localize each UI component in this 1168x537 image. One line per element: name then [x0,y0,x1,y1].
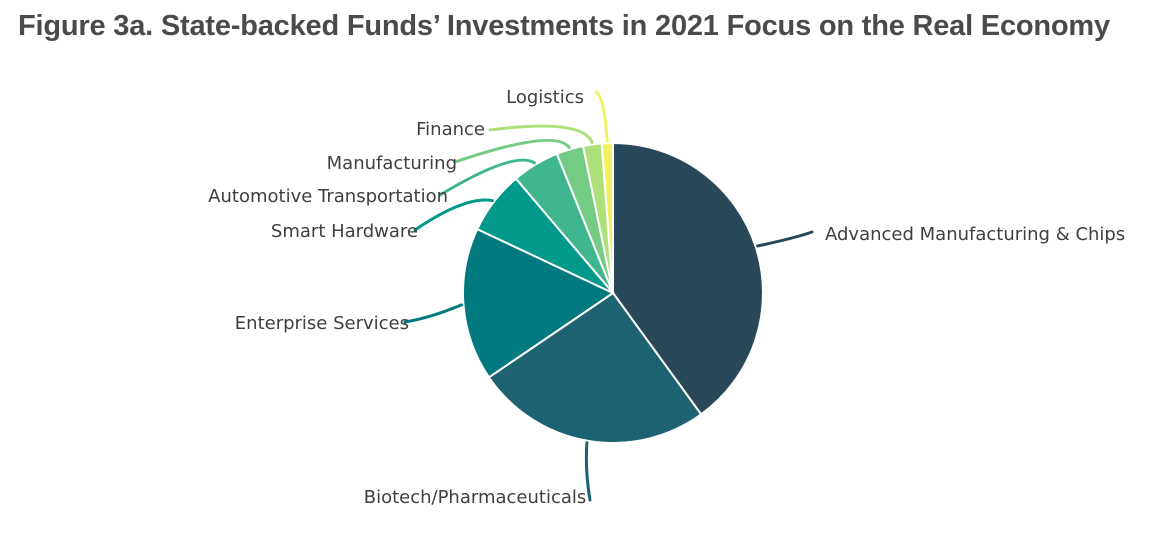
leader-line-advanced-manufacturing-chips [756,230,814,248]
leader-line-manufacturing [453,138,571,164]
leader-line-smart-hardware [413,198,494,232]
slice-label-logistics: Logistics [506,87,584,108]
slice-label-manufacturing: Manufacturing [327,153,457,174]
slice-label-enterprise-services: Enterprise Services [235,313,409,334]
leader-line-enterprise-services [403,303,463,324]
leader-line-biotech-pharmaceuticals [584,441,592,502]
pie-slice-advanced-manufacturing-chips [612,141,764,416]
leader-line-finance [488,124,594,144]
pie-slices [462,141,764,444]
pie-slice-logistics [600,141,614,294]
pie-slice-enterprise-services [462,227,616,379]
slice-label-finance: Finance [416,119,485,140]
slice-label-smart-hardware: Smart Hardware [271,221,418,242]
slice-label-advanced-manufacturing-chips: Advanced Manufacturing & Chips [825,224,1125,245]
pie-slice-biotech-pharmaceuticals [487,291,703,444]
leader-line-automotive-transportation [438,158,536,197]
slice-label-biotech-pharmaceuticals: Biotech/Pharmaceuticals [364,487,587,508]
slice-label-automotive-transportation: Automotive Transportation [208,186,448,207]
chart-title: Figure 3a. State-backed Funds’ Investmen… [18,10,1110,42]
leader-line-logistics [594,90,609,143]
leader-lines [403,90,814,502]
